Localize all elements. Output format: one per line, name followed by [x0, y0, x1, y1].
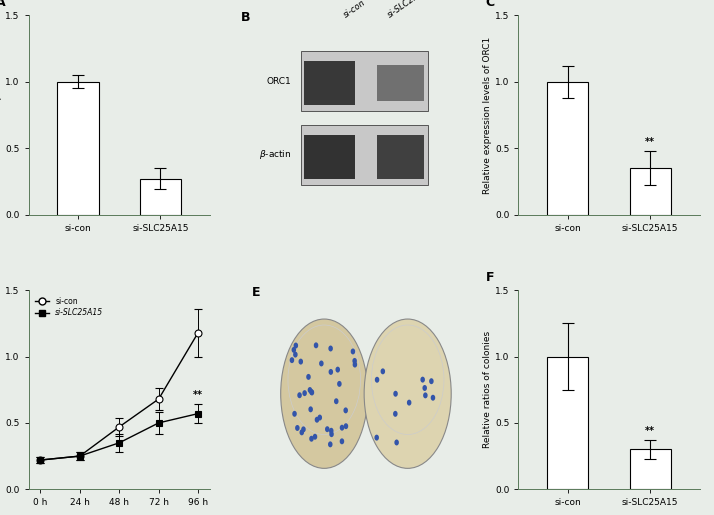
Text: si-SLC25A15: si-SLC25A15: [386, 0, 434, 20]
Ellipse shape: [328, 369, 333, 375]
Ellipse shape: [340, 438, 344, 444]
Ellipse shape: [293, 352, 298, 357]
Ellipse shape: [423, 392, 428, 399]
Ellipse shape: [336, 367, 340, 372]
Ellipse shape: [297, 392, 302, 398]
Ellipse shape: [351, 349, 355, 354]
Text: si-con: si-con: [343, 0, 368, 20]
Ellipse shape: [290, 357, 294, 363]
Bar: [304, 61, 355, 105]
Ellipse shape: [309, 389, 313, 395]
Ellipse shape: [325, 426, 330, 432]
Ellipse shape: [329, 428, 333, 434]
Ellipse shape: [328, 441, 333, 448]
Ellipse shape: [334, 398, 338, 404]
Ellipse shape: [315, 417, 319, 423]
Ellipse shape: [318, 415, 322, 421]
Bar: [304, 135, 355, 179]
Y-axis label: OD value (450 nm): OD value (450 nm): [0, 347, 2, 433]
Ellipse shape: [407, 400, 411, 406]
Y-axis label: Relative expression levels of ORC1: Relative expression levels of ORC1: [483, 37, 492, 194]
Bar: [377, 135, 424, 179]
Ellipse shape: [328, 346, 333, 351]
Ellipse shape: [291, 347, 296, 353]
Ellipse shape: [394, 439, 399, 445]
Ellipse shape: [309, 436, 313, 442]
Text: B: B: [241, 11, 251, 25]
Text: $\beta$-actin: $\beta$-actin: [259, 148, 291, 161]
Bar: [57, 82, 99, 215]
Ellipse shape: [281, 319, 368, 468]
Ellipse shape: [343, 407, 348, 414]
Bar: [377, 65, 424, 101]
Ellipse shape: [292, 411, 297, 417]
Text: E: E: [251, 286, 260, 299]
Ellipse shape: [423, 385, 427, 391]
Ellipse shape: [310, 389, 314, 396]
Bar: [301, 52, 428, 111]
Y-axis label: Relative SLC25A15 expression levels: Relative SLC25A15 expression levels: [0, 32, 2, 198]
Ellipse shape: [421, 376, 425, 383]
Bar: [630, 168, 671, 215]
Ellipse shape: [393, 391, 398, 397]
Y-axis label: Relative ratios of colonies: Relative ratios of colonies: [483, 331, 492, 448]
Bar: [301, 125, 428, 185]
Ellipse shape: [313, 434, 317, 440]
Ellipse shape: [313, 342, 318, 348]
Ellipse shape: [340, 425, 344, 431]
Text: **: **: [645, 426, 655, 436]
Legend: si-con, si-SLC25A15: si-con, si-SLC25A15: [32, 294, 106, 320]
Ellipse shape: [337, 381, 342, 387]
Ellipse shape: [381, 368, 385, 374]
Bar: [140, 179, 181, 215]
Ellipse shape: [375, 377, 379, 383]
Text: *: *: [156, 398, 161, 408]
Bar: [547, 82, 588, 215]
Ellipse shape: [306, 374, 311, 380]
Ellipse shape: [364, 319, 451, 468]
Ellipse shape: [329, 431, 334, 437]
Text: **: **: [645, 137, 655, 147]
Bar: [630, 450, 671, 489]
Ellipse shape: [293, 342, 298, 349]
Text: **: **: [193, 390, 203, 400]
Ellipse shape: [353, 358, 357, 364]
Ellipse shape: [374, 435, 379, 441]
Ellipse shape: [353, 362, 357, 368]
Ellipse shape: [295, 425, 300, 431]
Ellipse shape: [298, 358, 303, 365]
Ellipse shape: [431, 394, 436, 401]
Ellipse shape: [343, 423, 348, 429]
Text: C: C: [486, 0, 495, 9]
Ellipse shape: [429, 378, 433, 384]
Ellipse shape: [302, 390, 307, 396]
Text: ORC1: ORC1: [267, 77, 291, 85]
Ellipse shape: [308, 387, 312, 393]
Ellipse shape: [301, 426, 306, 432]
Text: A: A: [0, 0, 6, 9]
Ellipse shape: [319, 360, 323, 367]
Ellipse shape: [393, 411, 398, 417]
Text: F: F: [486, 271, 494, 284]
Ellipse shape: [299, 430, 304, 435]
Bar: [547, 356, 588, 489]
Ellipse shape: [308, 406, 313, 413]
